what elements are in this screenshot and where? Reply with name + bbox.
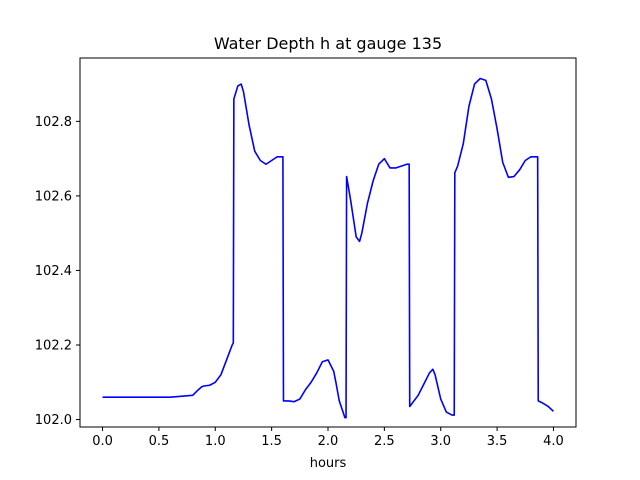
y-tick-label: 102.8 [35,115,72,130]
x-tick-label: 2.5 [374,434,395,449]
y-tick-label: 102.6 [35,189,72,204]
x-tick-label: 0.5 [149,434,170,449]
y-tick-label: 102.4 [35,264,72,279]
x-tick-label: 0.0 [92,434,113,449]
chart-title: Water Depth h at gauge 135 [214,34,442,53]
plot-area: 0.0 0.5 1.0 1.5 2.0 2.5 3.0 3.5 4.0 102.0 102.2 102… [35,57,577,449]
x-tick-label: 2.0 [318,434,339,449]
x-tick-label: 3.0 [430,434,451,449]
x-tick-label: 3.5 [487,434,508,449]
y-tick-label: 102.0 [35,413,72,428]
y-tick-label: 102.2 [35,339,72,354]
x-tick-label: 1.5 [261,434,282,449]
x-axis-label: hours [310,456,347,471]
x-tick-label: 1.0 [205,434,226,449]
series-line-0 [102,77,554,419]
x-tick-label: 4.0 [543,434,564,449]
